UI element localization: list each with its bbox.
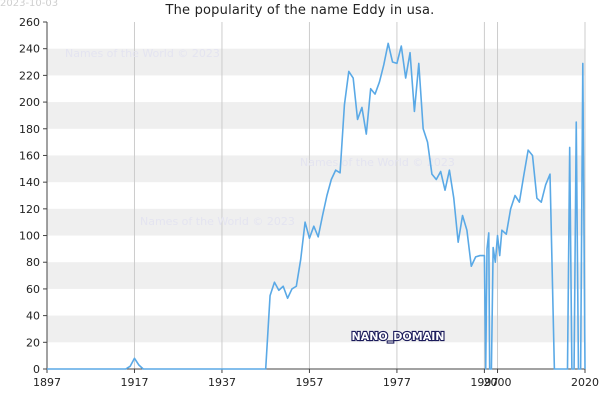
background-bands [47, 48, 585, 343]
y-tick-label: 60 [26, 283, 40, 296]
y-tick-label: 200 [19, 96, 40, 109]
x-tick-label: 1937 [208, 376, 236, 389]
axes [46, 22, 585, 370]
series-line [47, 42, 586, 370]
series [47, 42, 586, 370]
y-tick-label: 240 [19, 43, 40, 56]
y-tick-label: 80 [26, 256, 40, 269]
grid-band [47, 315, 585, 343]
y-tick-label: 140 [19, 176, 40, 189]
y-axis-ticks: 0 20 40 60 80 100 120 140 160 180 200 220 240 260 [19, 16, 47, 376]
x-tick-label: 1977 [383, 376, 411, 389]
y-tick-label: 100 [19, 230, 40, 243]
y-tick-label: 20 [26, 336, 40, 349]
y-tick-label: 260 [19, 16, 40, 29]
x-tick-label: 1897 [33, 376, 61, 389]
grid-band [47, 155, 585, 183]
y-tick-label: 220 [19, 69, 40, 82]
y-tick-label: 0 [33, 363, 40, 376]
watermarks: Names of the World © 2023 Names of the Wo… [65, 47, 455, 228]
y-tick-label: 160 [19, 149, 40, 162]
x-tick-label: 2000 [484, 376, 512, 389]
grid-band [47, 102, 585, 129]
x-tick-label: 1957 [295, 376, 323, 389]
y-tick-label: 120 [19, 203, 40, 216]
chart-title: The popularity of the name Eddy in usa. [165, 3, 435, 18]
watermark-text: Names of the World © 2023 [65, 47, 220, 60]
y-tick-label: 40 [26, 310, 40, 323]
watermark-text: Names of the World © 2023 [140, 215, 295, 228]
x-tick-label: 1917 [120, 376, 148, 389]
grid-band [47, 262, 585, 289]
watermark-text: Names of the World © 2023 [300, 156, 455, 169]
x-tick-label: 2020 [571, 376, 599, 389]
grid-band [47, 48, 585, 76]
x-tick-label: 1997 [470, 376, 498, 389]
label-tag: NANO_DOMAIN [351, 330, 444, 343]
y-tick-label: 180 [19, 123, 40, 136]
date-stamp: 2023-10-03 [0, 0, 59, 9]
label-tag-group: NANO_DOMAIN [350, 329, 445, 344]
